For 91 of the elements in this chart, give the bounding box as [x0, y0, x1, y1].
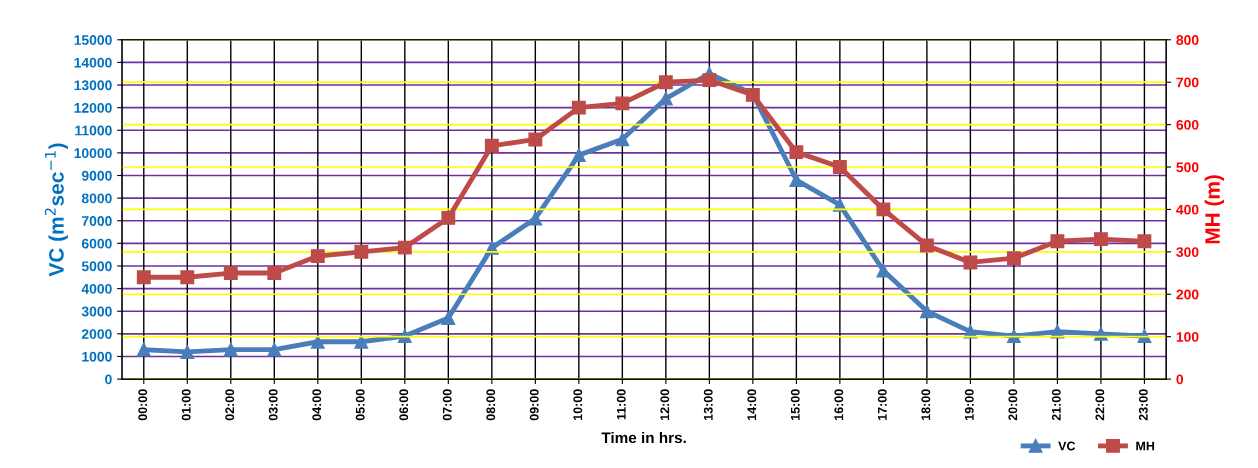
point	[571, 148, 586, 163]
y-tick-label: 4000	[81, 283, 112, 294]
y-tick-label: 10000	[74, 148, 112, 159]
y-tick-label: 11000	[75, 125, 112, 136]
point	[441, 311, 456, 325]
x-tick-label: 18:00	[921, 389, 931, 420]
x-tick-label: 19:00	[964, 389, 974, 420]
legend-label: VC	[1058, 441, 1076, 451]
x-tick-label: 17:00	[877, 389, 887, 420]
point	[615, 96, 630, 111]
point	[354, 244, 369, 259]
y-tick-label: 6000	[81, 238, 112, 249]
y-axis-title: VC (m$^{2}$sec$^{−1}$)	[44, 143, 68, 277]
point	[310, 334, 325, 349]
x-tick-label: 01:00	[181, 389, 191, 421]
point	[1006, 251, 1021, 266]
point	[484, 138, 499, 153]
y-tick-label: 2000	[81, 329, 112, 340]
point	[658, 75, 673, 90]
x-tick-label: 10:00	[573, 389, 583, 420]
x-tick-label: 15:00	[790, 389, 800, 420]
x-tick-label: 12:00	[660, 389, 670, 420]
point	[702, 73, 717, 88]
legend-label: MH	[1136, 441, 1155, 451]
x-tick-label: 08:00	[486, 389, 496, 421]
point	[832, 160, 847, 174]
point	[1137, 234, 1152, 249]
y2-tick-label: 200	[1176, 289, 1199, 300]
x-tick-label: 13:00	[703, 389, 713, 420]
point	[919, 238, 934, 253]
point	[615, 132, 630, 147]
y-tick-label: 5000	[81, 261, 112, 272]
point	[1050, 234, 1065, 249]
x-tick-label: 06:00	[399, 389, 409, 421]
y2-tick-label: 300	[1176, 247, 1199, 258]
y-tick-label: 9000	[81, 170, 112, 181]
point	[1093, 232, 1108, 247]
point	[832, 197, 847, 212]
x-tick-label: 16:00	[834, 389, 844, 420]
point	[180, 344, 195, 359]
x-tick-label: 21:00	[1051, 389, 1061, 421]
point	[876, 202, 891, 217]
point	[180, 270, 195, 285]
x-axis-title: Time in hrs.	[601, 431, 686, 444]
x-tick-label: 09:00	[529, 389, 539, 421]
x-tick-label: 00:00	[138, 389, 148, 421]
x-tick-label: 03:00	[268, 389, 278, 421]
point	[136, 342, 151, 357]
y2-tick-label: 700	[1176, 77, 1199, 88]
point	[528, 132, 543, 147]
point	[1137, 329, 1152, 344]
y-tick-label: 3000	[81, 306, 112, 317]
point	[223, 266, 238, 280]
x-tick-label: 04:00	[312, 389, 322, 421]
y-tick-label: 15000	[74, 35, 112, 45]
point	[919, 304, 934, 319]
point	[441, 210, 456, 225]
point	[528, 211, 543, 226]
point	[310, 249, 325, 264]
point	[571, 100, 586, 115]
x-tick-label: 22:00	[1095, 389, 1105, 421]
y-tick-label: 14000	[74, 57, 112, 68]
x-tick-label: 05:00	[355, 389, 365, 421]
point	[963, 255, 978, 270]
point	[354, 334, 369, 349]
point	[789, 145, 804, 160]
y2-tick-label: 800	[1176, 35, 1199, 45]
x-tick-label: 20:00	[1008, 389, 1018, 421]
y-tick-label: 8000	[81, 193, 112, 204]
y-tick-label: 12000	[74, 102, 112, 113]
point	[136, 270, 151, 285]
y-tick-label: 7000	[82, 216, 112, 226]
y2-tick-label: 0	[1176, 374, 1184, 385]
y2-tick-label: 100	[1176, 332, 1199, 342]
x-tick-label: 02:00	[225, 389, 235, 421]
x-tick-label: 23:00	[1138, 389, 1148, 421]
y2-axis-title: MH (m)	[1204, 175, 1225, 244]
y2-tick-label: 500	[1176, 162, 1199, 173]
y2-tick-label: 600	[1176, 119, 1199, 130]
x-tick-label: 07:00	[442, 389, 452, 421]
point	[267, 266, 282, 280]
y-tick-label: 13000	[74, 80, 112, 91]
x-tick-label: 14:00	[747, 389, 757, 420]
point	[267, 342, 282, 357]
x-tick-label: 11:00	[616, 389, 626, 420]
point	[397, 240, 412, 255]
y2-tick-label: 400	[1176, 204, 1199, 215]
y-tick-label: 1000	[82, 351, 112, 362]
point	[223, 342, 238, 357]
point	[789, 173, 804, 187]
y-tick-label: 0	[105, 374, 112, 385]
